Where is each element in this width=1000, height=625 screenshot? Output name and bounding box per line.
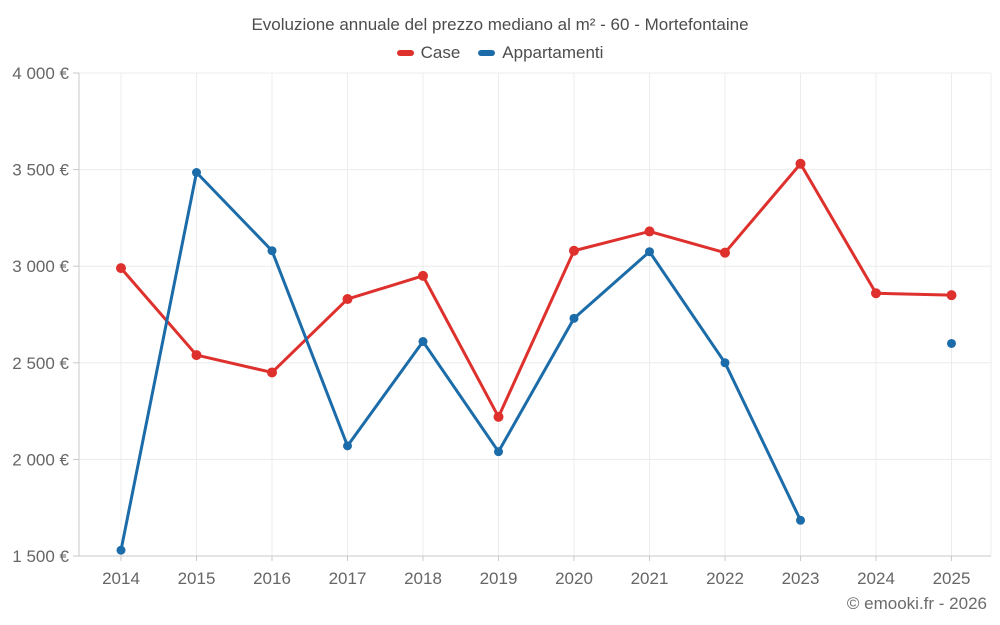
data-point-appartamenti-2021[interactable] (645, 247, 654, 257)
data-point-appartamenti-2020[interactable] (569, 313, 579, 323)
data-point-appartamenti-2017[interactable] (343, 441, 352, 451)
x-tick-label-2019: 2019 (480, 569, 518, 588)
data-point-appartamenti-2018[interactable] (418, 337, 428, 347)
x-tick-label-2014: 2014 (102, 569, 140, 588)
x-tick-label-2015: 2015 (178, 569, 216, 588)
data-point-case-2019[interactable] (493, 411, 504, 422)
legend-label-appartamenti: Appartamenti (502, 43, 604, 62)
data-point-case-2025[interactable] (946, 290, 957, 301)
legend-item-appartamenti[interactable]: Appartamenti (478, 43, 603, 63)
y-tick-label-1500: 1 500 € (12, 547, 69, 566)
series-line-case (119, 162, 953, 419)
data-point-appartamenti-2022[interactable] (720, 358, 730, 368)
data-point-case-2014[interactable] (116, 263, 126, 274)
data-point-appartamenti-2025[interactable] (947, 338, 956, 348)
legend-swatch-case (396, 50, 414, 56)
data-point-case-2015[interactable] (191, 350, 202, 361)
y-tick-label-3500: 3 500 € (12, 161, 69, 180)
y-tick-label-3000: 3 000 € (12, 257, 69, 276)
x-tick-label-2016: 2016 (253, 569, 291, 588)
legend-item-case[interactable]: Case (396, 43, 461, 63)
copyright-credit: © emooki.fr - 2026 (846, 594, 987, 613)
y-tick-label-4000: 4 000 € (12, 64, 69, 83)
data-point-case-2018[interactable] (418, 270, 428, 281)
series-line-appartamenti (119, 170, 802, 552)
chart-legend: Case Appartamenti (0, 43, 1000, 63)
x-tick-label-2017: 2017 (329, 569, 367, 588)
x-tick-label-2022: 2022 (706, 569, 744, 588)
data-point-appartamenti-2015[interactable] (192, 167, 201, 177)
legend-label-case: Case (420, 43, 461, 62)
data-point-case-2016[interactable] (267, 367, 277, 378)
x-tick-label-2018: 2018 (404, 569, 442, 588)
x-tick-label-2020: 2020 (555, 569, 593, 588)
data-point-case-2022[interactable] (720, 247, 730, 258)
data-point-case-2020[interactable] (569, 245, 579, 256)
data-point-appartamenti-2016[interactable] (267, 246, 277, 256)
data-point-appartamenti-2023[interactable] (796, 515, 805, 525)
data-point-case-2021[interactable] (644, 226, 655, 237)
data-point-case-2023[interactable] (795, 158, 806, 169)
data-point-case-2017[interactable] (342, 294, 353, 305)
x-tick-label-2025: 2025 (933, 569, 971, 588)
y-tick-label-2000: 2 000 € (12, 450, 69, 469)
x-tick-label-2024: 2024 (857, 569, 895, 588)
data-point-case-2024[interactable] (871, 288, 881, 299)
chart-title: Evoluzione annuale del prezzo mediano al… (251, 15, 749, 34)
x-tick-label-2021: 2021 (631, 569, 669, 588)
data-point-appartamenti-2014[interactable] (116, 545, 126, 555)
data-point-appartamenti-2019[interactable] (494, 447, 503, 457)
y-tick-label-2500: 2 500 € (12, 354, 69, 373)
x-tick-label-2023: 2023 (782, 569, 820, 588)
legend-swatch-appartamenti (478, 50, 496, 56)
